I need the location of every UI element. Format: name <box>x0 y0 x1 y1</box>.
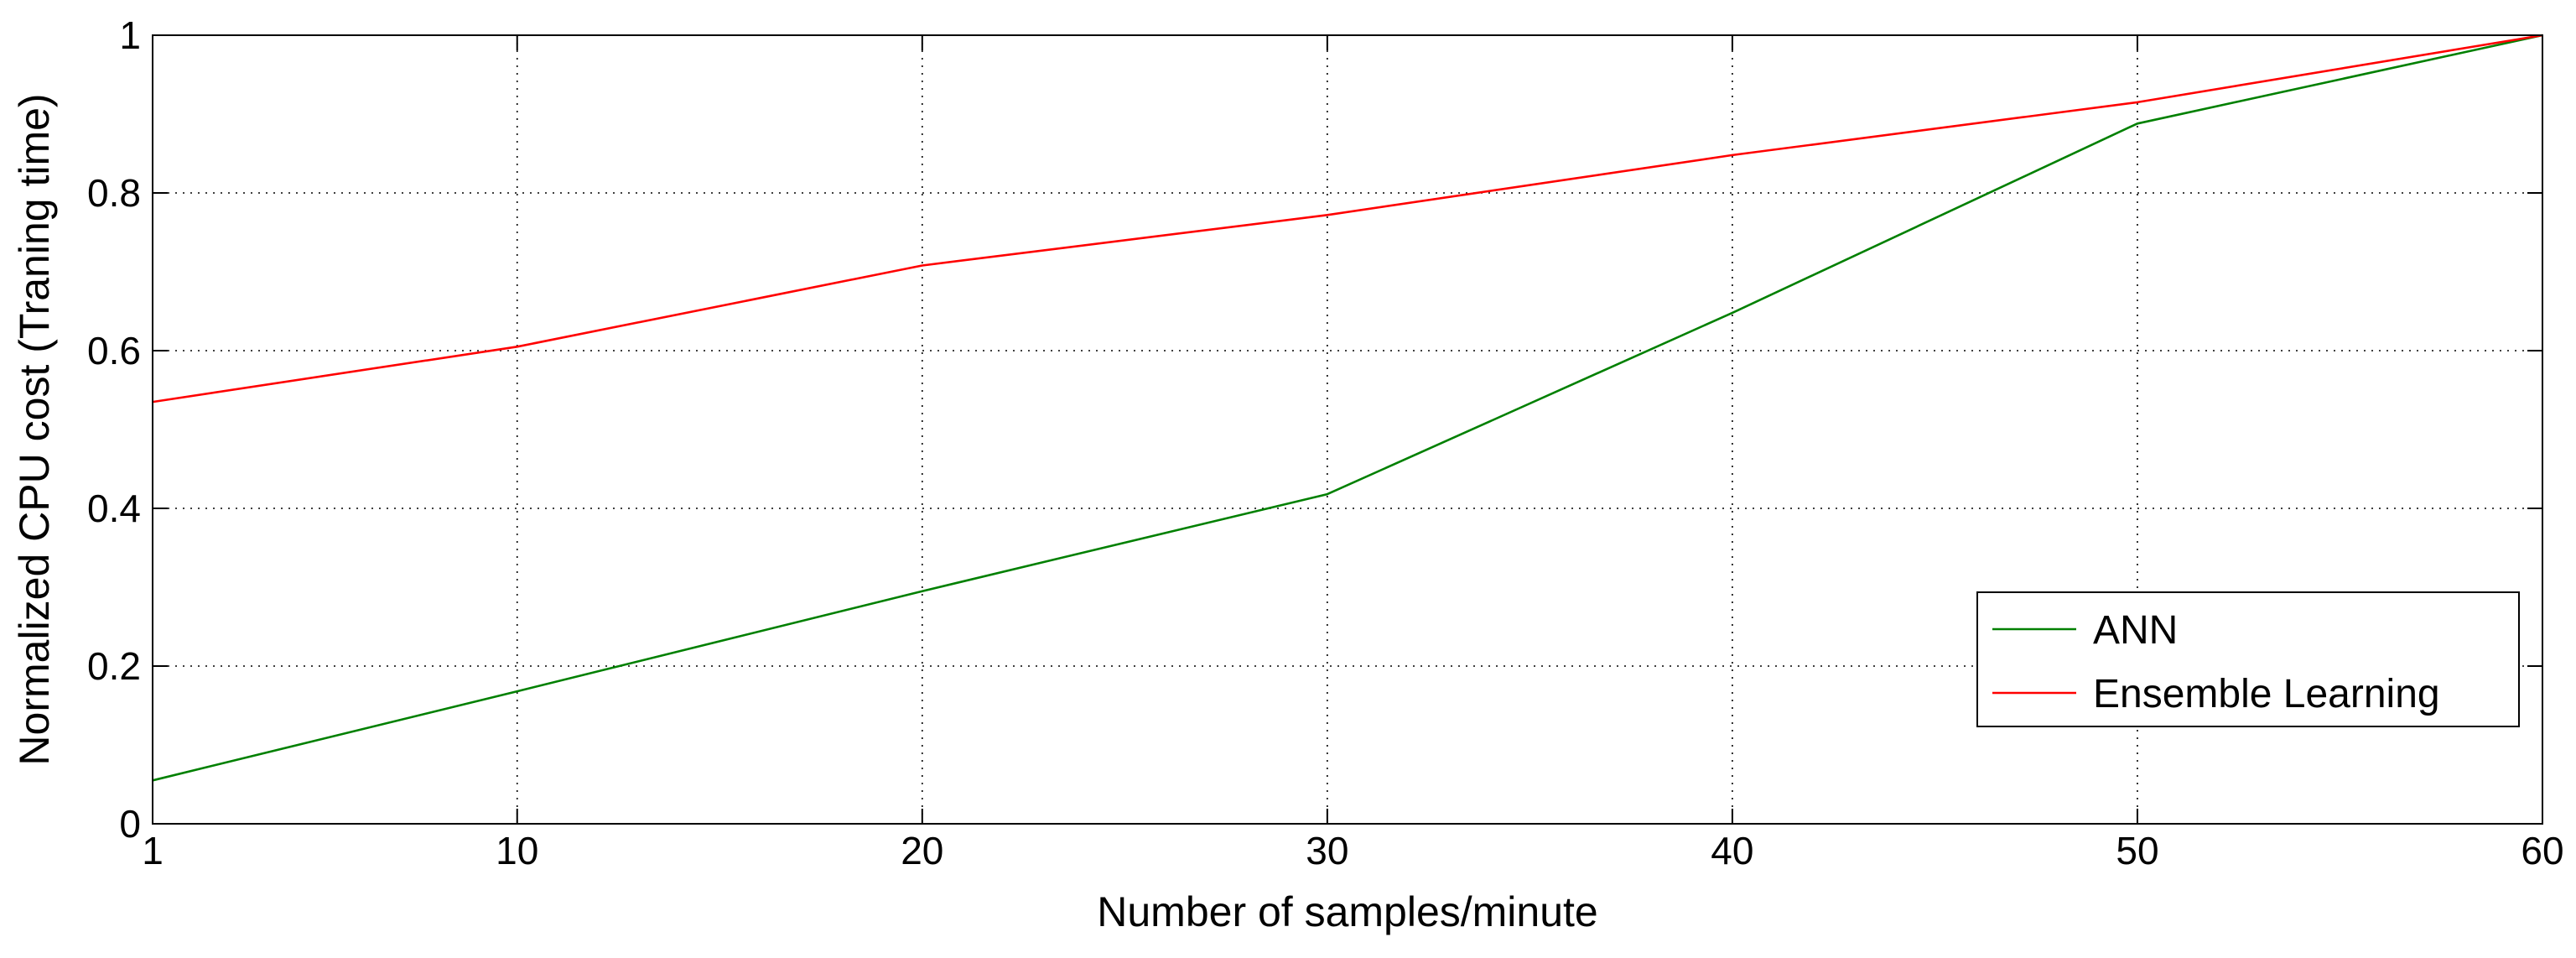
x-axis-label: Number of samples/minute <box>1097 888 1597 935</box>
y-tick-label: 0 <box>119 802 141 846</box>
x-tick-label: 30 <box>1306 829 1348 872</box>
axis-ticks: 1 10 20 30 40 50 60 0 0.2 0.4 0.6 0.8 1 <box>87 13 2564 872</box>
y-tick-label: 0.8 <box>87 171 141 215</box>
y-tick-label: 1 <box>119 13 141 57</box>
plot-frame <box>152 34 2543 825</box>
x-tick-label: 60 <box>2521 829 2563 872</box>
x-tick-label: 40 <box>1711 829 1753 872</box>
y-axis-label: Normalized CPU cost (Traning time) <box>11 93 58 765</box>
legend-label-ensemble-learning: Ensemble Learning <box>2093 672 2440 716</box>
y-tick-label: 0.6 <box>87 329 141 372</box>
legend: ANN Ensemble Learning <box>1976 591 2520 727</box>
series-line-ensemble-learning <box>152 34 2543 404</box>
legend-label-ann: ANN <box>2093 608 2178 653</box>
y-tick-label: 0.2 <box>87 644 141 688</box>
series-lines <box>152 34 2543 782</box>
legend-box <box>1976 591 2520 727</box>
x-tick-label: 10 <box>496 829 538 872</box>
x-tick-label: 1 <box>142 829 164 872</box>
y-tick-label: 0.4 <box>87 487 141 530</box>
x-tick-label: 20 <box>901 829 943 872</box>
series-line-ann <box>152 34 2543 782</box>
x-tick-label: 50 <box>2116 829 2158 872</box>
